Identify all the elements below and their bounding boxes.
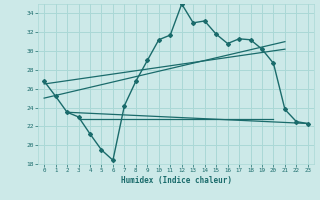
X-axis label: Humidex (Indice chaleur): Humidex (Indice chaleur) <box>121 176 231 185</box>
